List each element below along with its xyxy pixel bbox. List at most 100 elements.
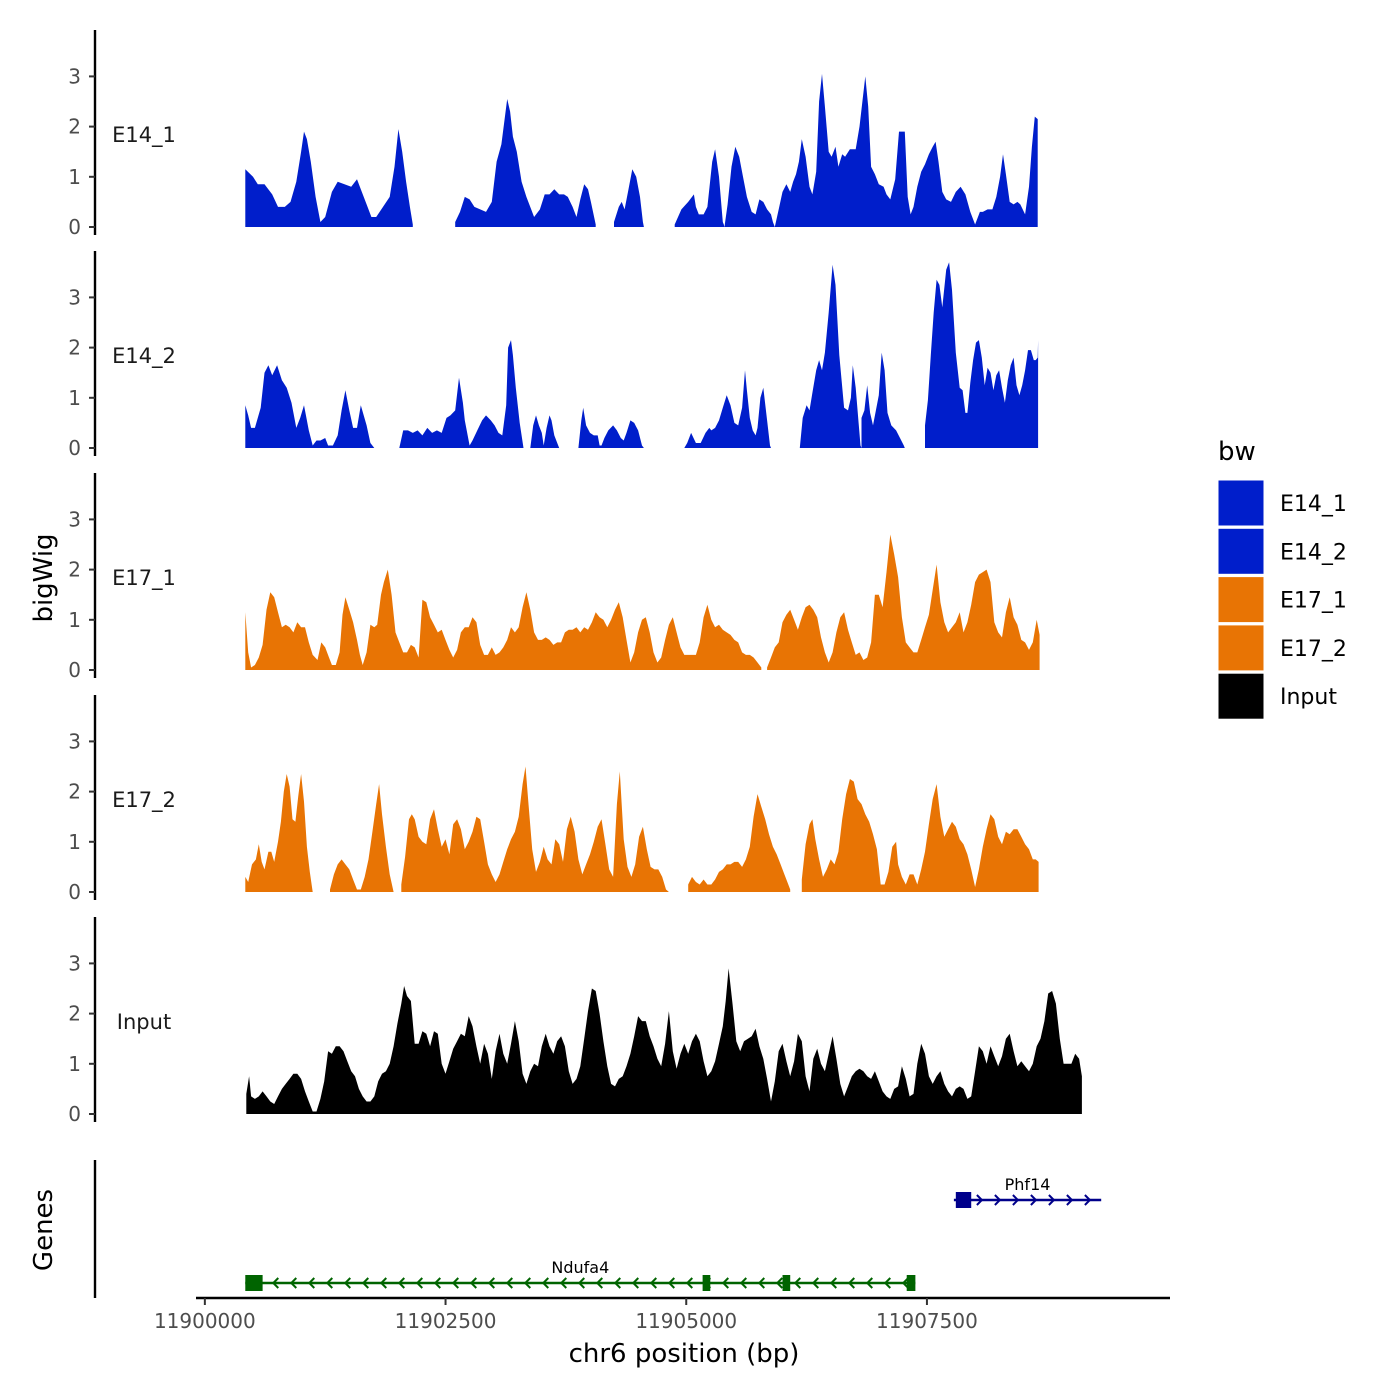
signal-area-E14_1 — [774, 73, 1038, 228]
gene-label: Phf14 — [1005, 1175, 1051, 1194]
x-tick-label: 11902500 — [395, 1309, 497, 1333]
strand-arrow — [793, 1277, 801, 1289]
strand-arrow — [1030, 1194, 1038, 1206]
strand-arrow — [505, 1277, 513, 1289]
legend-entry-Input: Input — [1217, 672, 1337, 720]
strand-arrow — [433, 1277, 441, 1289]
exon-block — [906, 1275, 916, 1291]
legend-swatch — [1217, 527, 1265, 575]
y-tick-label: 0 — [68, 658, 81, 682]
legend-label: E14_1 — [1280, 492, 1347, 517]
signal-area-Input — [246, 968, 1082, 1114]
y-tick-label: 0 — [68, 880, 81, 904]
genes-axis-title: Genes — [29, 1189, 59, 1271]
strand-arrow — [325, 1277, 333, 1289]
exon-block — [702, 1275, 711, 1291]
signal-area-E17_2 — [245, 774, 313, 892]
y-tick-label: 3 — [68, 507, 81, 531]
legend-swatch — [1217, 672, 1265, 720]
gene-Phf14: Phf14 — [953, 1175, 1102, 1208]
track-label: E14_1 — [112, 123, 176, 148]
y-tick-label: 1 — [68, 1052, 81, 1076]
strand-arrow — [379, 1277, 387, 1289]
legend-entry-E17_1: E17_1 — [1217, 576, 1347, 624]
signal-area-E14_2 — [925, 262, 1039, 448]
strand-arrow — [775, 1277, 783, 1289]
strand-arrow — [397, 1277, 405, 1289]
y-tick-label: 2 — [68, 115, 81, 139]
y-tick-label: 3 — [68, 951, 81, 975]
legend-swatch — [1217, 576, 1265, 624]
strand-arrow — [469, 1277, 477, 1289]
strand-arrow — [559, 1277, 567, 1289]
legend-swatch — [1217, 479, 1265, 527]
strand-arrow — [847, 1277, 855, 1289]
track-E14_1: 0 1 2 3 E14_1 — [68, 30, 1038, 239]
strand-arrow — [685, 1277, 693, 1289]
legend-entry-E17_2: E17_2 — [1217, 624, 1347, 672]
strand-arrow — [523, 1277, 531, 1289]
legend-label: E14_2 — [1280, 540, 1347, 565]
strand-arrow — [649, 1277, 657, 1289]
strand-arrow — [487, 1277, 495, 1289]
signal-area-E17_2 — [401, 766, 669, 892]
strand-arrow — [541, 1277, 549, 1289]
strand-arrow — [361, 1277, 369, 1289]
legend-entry-E14_1: E14_1 — [1217, 479, 1347, 527]
strand-arrow — [415, 1277, 423, 1289]
signal-area-E14_1 — [674, 146, 775, 227]
strand-arrow — [1066, 1194, 1074, 1206]
y-tick-label: 0 — [68, 215, 81, 239]
legend-label: E17_1 — [1280, 589, 1347, 614]
y-tick-label: 2 — [68, 558, 81, 582]
signal-area-E14_2 — [684, 370, 771, 448]
signal-area-E17_2 — [801, 779, 1039, 892]
strand-arrow — [451, 1277, 459, 1289]
y-tick-label: 0 — [68, 1102, 81, 1126]
exon-block — [782, 1275, 791, 1291]
legend: bw E14_1 E14_2 E17_1 E17_2 Input — [1217, 437, 1347, 720]
strand-arrow — [865, 1277, 873, 1289]
strand-arrow — [667, 1277, 675, 1289]
strand-arrow — [631, 1277, 639, 1289]
signal-area-E17_1 — [245, 569, 762, 670]
signal-area-E14_1 — [245, 129, 413, 227]
y-tick-label: 3 — [68, 64, 81, 88]
exon-block — [245, 1275, 263, 1291]
y-tick-label: 3 — [68, 729, 81, 753]
y-tick-label: 0 — [68, 436, 81, 460]
strand-arrow — [829, 1277, 837, 1289]
signal-area-E14_1 — [455, 99, 596, 227]
strand-arrow — [883, 1277, 891, 1289]
strand-arrow — [307, 1277, 315, 1289]
strand-arrow — [994, 1194, 1002, 1206]
track-E17_2: 0 1 2 3 E17_2 — [68, 695, 1039, 904]
y-tick-label: 1 — [68, 608, 81, 632]
y-tick-label: 3 — [68, 285, 81, 309]
y-tick-label: 1 — [68, 830, 81, 854]
y-tick-label: 2 — [68, 336, 81, 360]
strand-arrow — [289, 1277, 297, 1289]
track-label: E14_2 — [112, 344, 176, 369]
signal-area-E14_2 — [399, 340, 524, 448]
strand-arrow — [721, 1277, 729, 1289]
track-label: Input — [117, 1010, 171, 1034]
strand-arrow — [1084, 1194, 1092, 1206]
signal-area-E14_2 — [578, 407, 644, 448]
x-tick-label: 11905000 — [635, 1309, 737, 1333]
strand-arrow — [757, 1277, 765, 1289]
strand-arrow — [271, 1277, 279, 1289]
y-tick-label: 2 — [68, 1002, 81, 1026]
strand-arrow — [343, 1277, 351, 1289]
signal-area-E17_2 — [330, 784, 394, 892]
strand-arrow — [739, 1277, 747, 1289]
x-axis: 11900000 11902500 11905000 11907500 — [154, 1296, 1170, 1333]
track-E17_1: 0 1 2 3 E17_1 — [68, 473, 1040, 682]
legend-entry-E14_2: E14_2 — [1217, 527, 1347, 575]
signal-area-E14_2 — [799, 264, 905, 448]
x-tick-label: 11907500 — [876, 1309, 978, 1333]
x-axis-title: chr6 position (bp) — [569, 1339, 800, 1369]
strand-arrow — [1012, 1194, 1020, 1206]
exon-block — [955, 1192, 972, 1208]
